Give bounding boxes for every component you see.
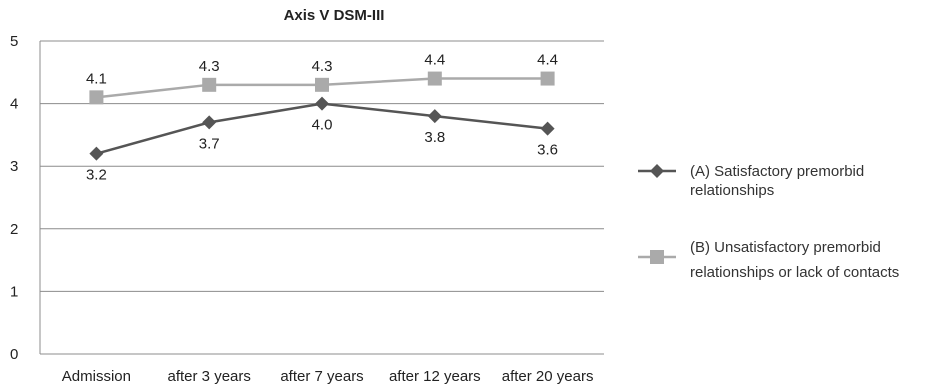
data-point-square [540,71,555,86]
data-point-diamond [315,96,329,111]
data-point-diamond [89,146,104,161]
data-label: 4.3 [199,58,220,75]
data-label: 4.0 [312,117,333,134]
data-label: 4.4 [424,52,445,69]
legend-item-a: (A) Satisfactory premorbid relationships [638,163,864,199]
legend-item-b: (B) Unsatisfactory premorbid relationshi… [638,239,899,281]
x-tick-label: after 7 years [280,368,363,385]
data-point-square [315,77,329,92]
data-label: 3.6 [537,142,558,159]
grid-lines [39,40,604,355]
y-axis-ticks: 0 1 2 3 4 5 [10,33,18,363]
y-tick-label: 3 [10,158,18,175]
legend: (A) Satisfactory premorbid relationships… [638,163,899,281]
series-markers [89,71,555,161]
data-point-square [202,77,217,92]
data-label: 4.1 [86,70,107,87]
legend-label-a-line1: (A) Satisfactory premorbid [690,163,864,180]
x-tick-label: after 12 years [389,368,481,385]
x-tick-label: Admission [62,368,131,385]
data-label: 3.7 [199,135,220,152]
data-label: 3.2 [86,167,107,184]
legend-label-b-line2: relationships or lack of contacts [690,264,899,281]
y-tick-label: 5 [10,33,18,50]
x-tick-label: after 20 years [502,368,594,385]
legend-square-marker [650,250,664,264]
data-label: 3.8 [424,129,445,146]
y-tick-label: 1 [10,283,18,300]
data-point-square [89,90,104,105]
y-tick-label: 0 [10,346,18,363]
legend-label-b-line1: (B) Unsatisfactory premorbid [690,239,881,256]
x-axis-ticks: Admission after 3 years after 7 years after… [62,368,594,385]
data-label: 4.3 [312,58,333,75]
legend-diamond-marker [650,164,664,178]
legend-label-a-line2: relationships [690,182,774,199]
data-point-diamond [202,115,217,130]
y-tick-label: 2 [10,221,18,238]
data-point-diamond [540,121,555,136]
x-tick-label: after 3 years [168,368,251,385]
data-labels: 3.2 3.7 4.0 3.8 3.6 4.1 4.3 4.3 4.4 4.4 [86,52,558,184]
data-point-square [427,71,442,86]
data-label: 4.4 [537,52,558,69]
chart-title: Axis V DSM-III [284,7,385,24]
y-tick-label: 4 [10,96,18,113]
data-point-diamond [427,109,442,124]
